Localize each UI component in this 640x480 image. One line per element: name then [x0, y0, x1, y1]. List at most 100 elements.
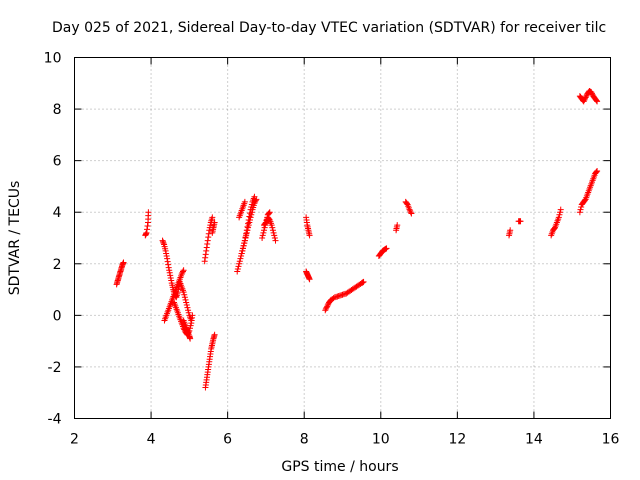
data-point: [248, 209, 255, 216]
data-point: [159, 237, 166, 244]
data-point: [143, 229, 150, 236]
data-point: [238, 250, 245, 257]
x-tick-label: 12: [448, 432, 466, 448]
data-point: [594, 98, 601, 105]
data-point: [179, 269, 186, 276]
data-point: [582, 94, 589, 101]
data-point: [260, 229, 267, 236]
data-point: [360, 278, 367, 285]
data-point: [204, 241, 211, 248]
data-point: [205, 230, 212, 237]
data-point: [322, 305, 329, 312]
data-point: [241, 198, 248, 205]
data-point: [407, 209, 414, 216]
data-point: [556, 211, 563, 218]
data-point: [246, 219, 253, 226]
data-point: [324, 303, 331, 310]
data-point: [183, 299, 190, 306]
data-point: [205, 234, 212, 241]
data-point: [408, 210, 415, 217]
data-point: [507, 227, 514, 234]
data-point: [403, 200, 410, 207]
data-point: [237, 255, 244, 262]
y-tick-label: 2: [53, 257, 62, 273]
data-point: [184, 304, 191, 311]
data-point: [581, 97, 588, 104]
x-tick-label: 10: [372, 432, 390, 448]
data-point: [234, 265, 241, 272]
plot-frame: [74, 57, 611, 419]
data-point: [251, 200, 258, 207]
data-point: [246, 216, 253, 223]
data-point: [261, 227, 268, 234]
data-point: [180, 289, 187, 296]
data-point: [577, 206, 584, 213]
data-point: [181, 291, 188, 298]
data-point: [239, 245, 246, 252]
data-point: [253, 196, 260, 203]
data-point: [236, 260, 243, 267]
data-point: [201, 258, 208, 265]
data-point: [180, 267, 187, 274]
data-point: [241, 237, 248, 244]
data-point: [187, 322, 194, 329]
x-tick-label: 14: [525, 432, 543, 448]
data-point: [185, 307, 192, 314]
data-point: [165, 261, 172, 268]
data-point: [576, 209, 583, 216]
data-point: [594, 167, 601, 174]
data-point: [178, 271, 185, 278]
data-point: [259, 235, 266, 241]
data-point: [593, 97, 600, 104]
data-point: [306, 276, 313, 283]
data-point: [242, 235, 249, 241]
y-tick-label: 8: [53, 102, 62, 118]
x-tick-label: 6: [223, 432, 232, 448]
data-point: [248, 211, 255, 218]
data-point: [166, 267, 173, 274]
data-point: [578, 204, 585, 211]
chart-title: Day 025 of 2021, Sidereal Day-to-day VTE…: [52, 20, 606, 36]
data-point: [266, 210, 273, 217]
data-point: [204, 237, 211, 244]
data-point: [183, 302, 190, 309]
data-point: [243, 229, 250, 236]
data-point: [330, 295, 337, 302]
data-point: [120, 259, 127, 266]
data-point: [186, 325, 193, 332]
y-tick-label: -2: [48, 360, 62, 376]
y-axis-label: SDTVAR / TECUs: [7, 181, 23, 296]
data-point: [168, 277, 175, 284]
data-point: [383, 245, 390, 252]
data-point: [247, 214, 254, 221]
data-point: [551, 225, 558, 232]
y-tick-label: 10: [44, 51, 62, 67]
data-point: [185, 309, 192, 316]
data-point: [160, 238, 167, 245]
data-point: [583, 93, 590, 100]
data-point: [143, 226, 150, 233]
data-point: [269, 227, 276, 234]
data-point: [234, 268, 241, 275]
data-point: [323, 304, 330, 311]
data-point: [181, 294, 188, 301]
data-point: [238, 253, 245, 260]
x-axis-label: GPS time / hours: [281, 459, 398, 475]
data-point: [239, 247, 246, 254]
data-point: [593, 168, 600, 175]
data-point: [163, 253, 170, 260]
x-tick-label: 8: [300, 432, 309, 448]
data-point: [241, 240, 248, 247]
data-point: [557, 209, 564, 216]
data-point: [166, 269, 173, 276]
data-point: [580, 98, 587, 105]
data-point: [259, 232, 266, 239]
data-point: [407, 207, 414, 214]
axis-ticks: 2 4 6 8 10 12 14 16 -4 -2 0 2 4 6 8 10: [44, 51, 620, 448]
x-tick-label: 4: [147, 432, 156, 448]
data-point: [160, 240, 167, 247]
data-point: [244, 227, 251, 234]
data-point: [270, 229, 277, 236]
data-point: [252, 198, 259, 205]
